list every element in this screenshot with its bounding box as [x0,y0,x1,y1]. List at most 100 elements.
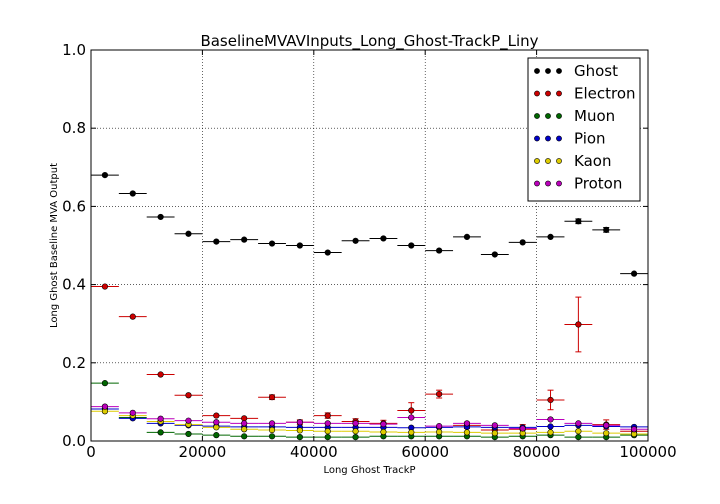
legend-marker [556,158,562,164]
data-point [157,371,164,378]
data-point [408,407,415,414]
data-point [129,409,136,416]
x-tick-label: 40000 [290,443,338,461]
data-point [213,419,220,426]
legend-item-proton: Proton [534,175,622,193]
data-point [519,425,526,432]
x-tick-label: 0 [86,443,96,461]
legend-marker [545,68,551,74]
legend-label: Proton [574,175,622,193]
data-point [213,412,220,419]
series-kaon [91,408,648,438]
data-point [352,237,359,244]
legend-label: Muon [574,107,615,125]
data-point [241,426,248,433]
y-tick-label: 0.4 [62,276,86,294]
data-point [241,433,248,440]
data-point [547,233,554,240]
legend-marker [556,135,562,142]
legend-marker [534,113,540,119]
data-point [129,190,136,197]
legend-box [527,57,641,202]
data-point [630,270,638,277]
data-point [268,426,276,434]
data-point [436,428,443,436]
legend-item-electron: Electron [534,85,636,103]
y-tick-label: 0.8 [62,119,86,137]
x-axis-label: Long Ghost TrackP [323,465,415,476]
series-proton [91,403,648,433]
y-axis-label: Long Ghost Baseline MVA Output [49,163,60,328]
ticks: 0 20000 40000 60000 80000 100000 0.0 0.2 0.4 0.6 0… [62,41,676,461]
data-point [380,421,387,428]
data-point [630,426,638,433]
legend-label: Kaon [574,152,611,170]
data-point [101,283,109,290]
legend: Ghost Electron Muon Pion Kaon Proton [527,57,641,202]
data-point [547,416,554,423]
legend-marker [534,180,540,187]
legend-marker [556,90,562,97]
data-point [101,403,109,410]
data-point [296,242,303,249]
data-point [519,239,526,246]
y-tick-label: 0.2 [62,354,86,372]
data-point [241,415,248,422]
legend-item-muon: Muon [534,107,615,125]
data-point [547,396,554,404]
data-point [575,218,582,225]
data-point [575,433,582,441]
data-point [324,249,331,256]
data-point [296,433,303,441]
data-point [324,433,331,441]
data-point [547,429,554,436]
x-tick-label: 60000 [401,443,449,461]
legend-label: Pion [574,130,606,148]
data-point [185,430,192,438]
data-point [157,429,164,436]
data-point [491,430,498,437]
legend-marker [545,135,551,142]
data-point [463,420,471,427]
data-point [491,422,498,429]
data-point [241,236,248,243]
data-point [408,242,415,249]
data-point [129,313,136,320]
data-point [157,415,164,422]
legend-item-ghost: Ghost [534,62,618,80]
data-point [213,238,220,245]
legend-marker [545,90,551,97]
legend-item-pion: Pion [534,130,606,148]
x-tick-label: 20000 [179,443,227,461]
data-point [296,427,303,434]
data-point [575,321,582,328]
legend-marker [534,135,540,142]
legend-label: Ghost [574,62,618,80]
data-point [324,412,331,419]
data-point [185,417,192,424]
y-tick-label: 0.0 [62,432,86,450]
data-point [324,420,331,427]
data-point [352,428,359,435]
data-point [296,419,303,426]
legend-marker [545,158,551,164]
legend-label: Electron [574,85,636,103]
legend-marker [545,180,551,187]
data-point [352,420,359,427]
y-tick-label: 0.6 [62,197,86,215]
series-layer [91,172,648,441]
data-point [547,423,554,430]
legend-marker [556,113,562,119]
data-point [575,420,582,427]
data-point [185,392,192,399]
legend-marker [534,90,540,97]
legend-marker [534,68,540,74]
data-point [603,430,610,437]
data-point [101,380,109,387]
x-tick-label: 100000 [619,443,676,461]
data-point [491,251,498,258]
data-point [213,432,220,439]
data-point [575,428,582,435]
data-point [603,226,610,233]
